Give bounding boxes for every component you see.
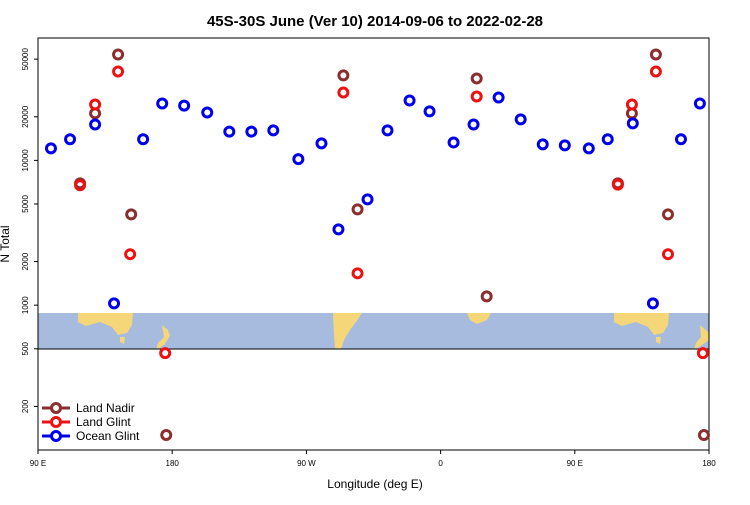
data-point [470, 90, 483, 103]
y-tick-label: 2000 [21, 252, 30, 270]
data-point [89, 118, 102, 131]
data-point [693, 97, 706, 110]
data-point [160, 428, 173, 441]
data-point [697, 428, 710, 441]
y-tick-label: 1000 [21, 296, 30, 314]
data-point [156, 97, 169, 110]
data-point [626, 117, 639, 130]
legend-label: Land Glint [76, 415, 131, 429]
x-tick-label: 90 E [567, 459, 583, 468]
data-point [44, 142, 57, 155]
data-point [337, 69, 350, 82]
data-point [351, 267, 364, 280]
data-point [108, 297, 121, 310]
data-point [89, 98, 102, 111]
data-point [625, 98, 638, 111]
data-point [112, 48, 125, 61]
data-point [381, 124, 394, 137]
data-point [223, 125, 236, 138]
chart-title: 45S-30S June (Ver 10) 2014-09-06 to 2022… [207, 13, 543, 30]
data-point [646, 297, 659, 310]
data-point [124, 248, 137, 261]
data-point [649, 65, 662, 78]
data-point [361, 193, 374, 206]
y-tick-label: 50000 [21, 47, 30, 70]
x-tick-label: 180 [702, 459, 716, 468]
y-tick-label: 200 [21, 399, 30, 413]
data-point [245, 125, 258, 138]
legend-label: Ocean Glint [76, 429, 140, 443]
legend-label: Land Nadir [76, 401, 135, 415]
y-axis-label: N Total [0, 225, 12, 262]
data-point [292, 153, 305, 166]
x-tick-label: 90 W [297, 459, 316, 468]
data-point [558, 139, 571, 152]
data-point [492, 91, 505, 104]
legend: Land Nadir Land Glint Ocean Glint [42, 401, 140, 443]
data-point [201, 106, 214, 119]
y-tick-label: 5000 [21, 195, 30, 213]
plot-frame [37, 37, 710, 451]
data-point [337, 86, 350, 99]
data-point [332, 223, 345, 236]
data-point [536, 138, 549, 151]
data-point [351, 203, 364, 216]
data-point [403, 94, 416, 107]
data-point [601, 133, 614, 146]
x-axis-label: Longitude (deg E) [327, 477, 422, 491]
data-point [470, 72, 483, 85]
data-point [582, 142, 595, 155]
data-point [74, 179, 87, 192]
data-point [178, 99, 191, 112]
data-point [674, 133, 687, 146]
data-point [514, 113, 527, 126]
data-point [611, 178, 624, 191]
data-point [447, 136, 460, 149]
x-tick-label: 90 E [30, 459, 46, 468]
y-tick-label: 500 [21, 342, 30, 356]
data-point [267, 124, 280, 137]
x-tick-label: 180 [166, 459, 180, 468]
y-tick-label: 10000 [21, 149, 30, 172]
data-point [649, 48, 662, 61]
data-point [64, 133, 77, 146]
data-point [112, 65, 125, 78]
data-point [137, 133, 150, 146]
data-point [696, 347, 709, 360]
y-tick-label: 20000 [21, 105, 30, 128]
data-point [423, 105, 436, 118]
data-point [125, 208, 138, 221]
data-point [661, 248, 674, 261]
data-point [315, 137, 328, 150]
data-point [480, 290, 493, 303]
data-point [159, 347, 172, 360]
x-tick-label: 0 [438, 459, 443, 468]
map-strip [38, 313, 709, 350]
data-point [661, 208, 674, 221]
data-point [467, 118, 480, 131]
